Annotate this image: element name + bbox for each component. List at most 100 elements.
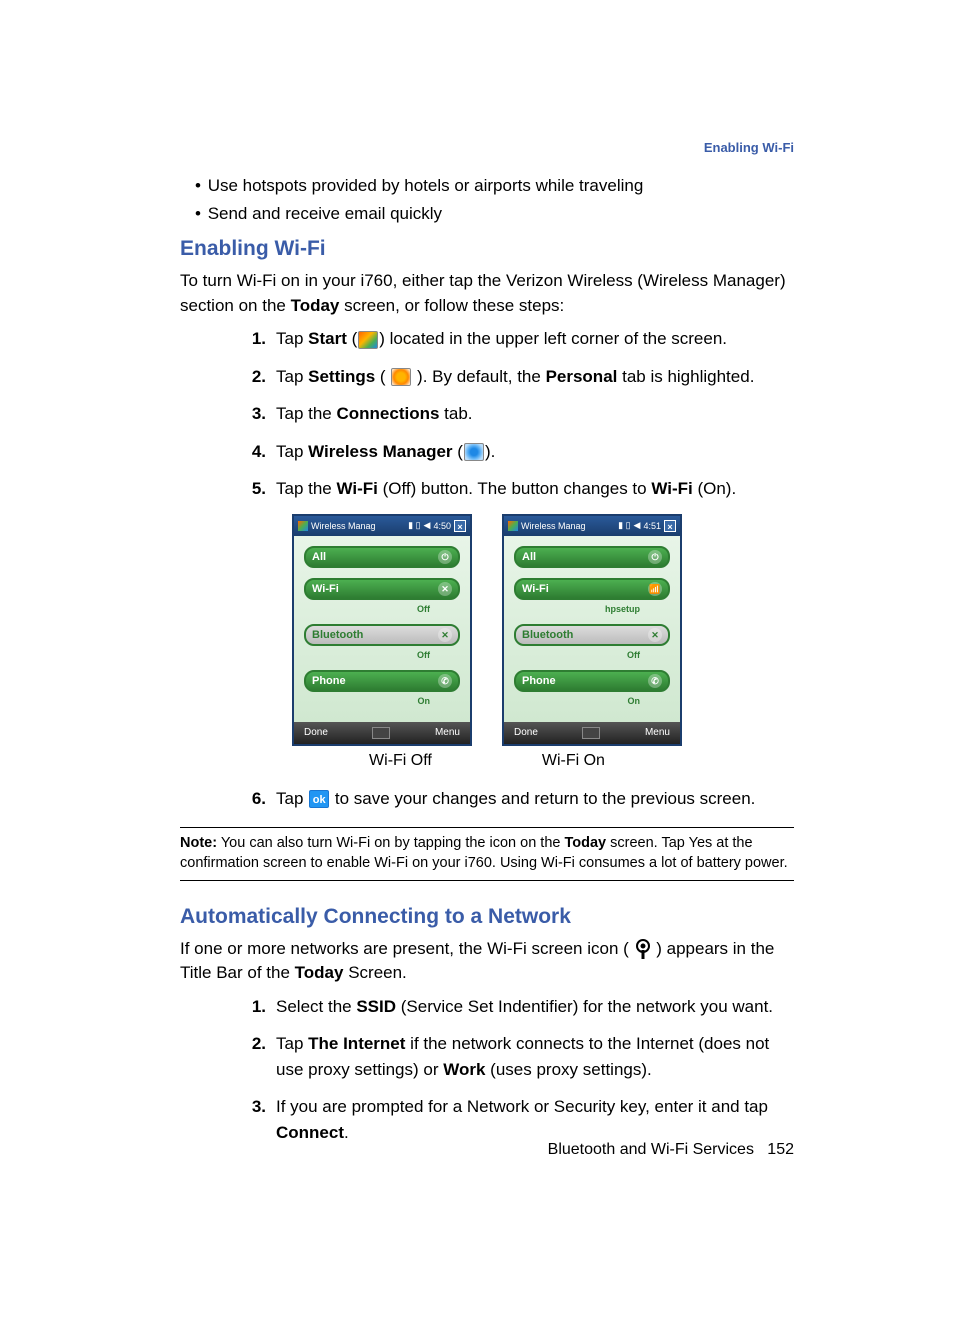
step-number: 4. bbox=[240, 439, 266, 465]
text: tab is highlighted. bbox=[617, 367, 754, 386]
label: Bluetooth bbox=[522, 629, 573, 641]
text: tab. bbox=[439, 404, 472, 423]
start-flag-icon bbox=[508, 521, 518, 531]
wifi-status: Off bbox=[304, 604, 460, 614]
text: (On). bbox=[693, 479, 736, 498]
bluetooth-button: Bluetooth✕ bbox=[514, 624, 670, 646]
start-icon bbox=[358, 331, 378, 349]
step-body: Tap the Wi-Fi (Off) button. The button c… bbox=[276, 476, 794, 502]
step: 6. Tap ok to save your changes and retur… bbox=[240, 786, 794, 812]
text: ) located in the upper left corner of th… bbox=[379, 329, 727, 348]
text: ). bbox=[485, 442, 495, 461]
text: (Service Set Indentifier) for the networ… bbox=[396, 997, 773, 1016]
text: . bbox=[344, 1123, 349, 1142]
phone-status: On bbox=[304, 696, 460, 706]
label: Wi-Fi bbox=[312, 583, 339, 595]
chapter-title: Bluetooth and Wi-Fi Services bbox=[548, 1141, 754, 1158]
phone-body: All⏻ Wi-Fi📶 hpsetup Bluetooth✕ Off Phone… bbox=[504, 536, 680, 722]
step: 2. Tap The Internet if the network conne… bbox=[240, 1031, 794, 1082]
label: Bluetooth bbox=[312, 629, 363, 641]
text: (Off) button. The button changes to bbox=[378, 479, 651, 498]
section2-intro: If one or more networks are present, the… bbox=[180, 937, 794, 986]
menu-button: Menu bbox=[435, 727, 460, 738]
text: You can also turn Wi-Fi on by tapping th… bbox=[217, 835, 564, 851]
step-number: 1. bbox=[240, 994, 266, 1020]
note-block: Note: You can also turn Wi-Fi on by tapp… bbox=[180, 827, 794, 880]
titlebar-left: Wireless Manag bbox=[298, 521, 376, 531]
settings-icon bbox=[391, 368, 411, 386]
step-body: Tap ok to save your changes and return t… bbox=[276, 786, 794, 812]
step-body: Tap Start () located in the upper left c… bbox=[276, 326, 794, 352]
page-header-label: Enabling Wi-Fi bbox=[704, 140, 794, 155]
text: Tap bbox=[276, 367, 308, 386]
step-number: 6. bbox=[240, 786, 266, 812]
bluetooth-status: Off bbox=[514, 650, 670, 660]
phone-screenshot-wifi-on: Wireless Manag ▮ ▯ ◀ 4:51 × All⏻ Wi-Fi📶 … bbox=[502, 514, 682, 746]
step-body: Tap Wireless Manager (). bbox=[276, 439, 794, 465]
phone-body: All⏻ Wi-Fi✕ Off Bluetooth✕ Off Phone✆ On bbox=[294, 536, 470, 722]
text: Screen. bbox=[343, 963, 406, 982]
phone-footer: Done Menu bbox=[504, 722, 680, 744]
phone-status: On bbox=[514, 696, 670, 706]
step-body: Tap The Internet if the network connects… bbox=[276, 1031, 794, 1082]
phone-button: Phone✆ bbox=[514, 670, 670, 692]
section1-intro: To turn Wi-Fi on in your i760, either ta… bbox=[180, 269, 794, 318]
text: ( bbox=[453, 442, 463, 461]
start-flag-icon bbox=[298, 521, 308, 531]
text-bold: Work bbox=[443, 1060, 485, 1079]
done-button: Done bbox=[514, 727, 538, 738]
step-number: 3. bbox=[240, 1094, 266, 1145]
bullet-list: Use hotspots provided by hotels or airpo… bbox=[195, 175, 794, 225]
section2-steps: 1. Select the SSID (Service Set Indentif… bbox=[240, 994, 794, 1146]
text-bold: Today bbox=[295, 963, 344, 982]
text: Tap the bbox=[276, 479, 337, 498]
step: 1. Select the SSID (Service Set Indentif… bbox=[240, 994, 794, 1020]
titlebar-text: Wireless Manag bbox=[521, 521, 586, 531]
text-bold: The Internet bbox=[308, 1034, 405, 1053]
step: 2. Tap Settings ( ). By default, the Per… bbox=[240, 364, 794, 390]
phone-icon: ✆ bbox=[438, 674, 452, 688]
text: screen, or follow these steps: bbox=[339, 296, 564, 315]
step: 1. Tap Start () located in the upper lef… bbox=[240, 326, 794, 352]
signal-icon: ▮ ▯ bbox=[618, 520, 630, 531]
label: Phone bbox=[522, 675, 556, 687]
wifi-status: hpsetup bbox=[514, 604, 670, 614]
caption-wifi-off: Wi-Fi Off bbox=[369, 752, 432, 770]
text-bold: Wi-Fi bbox=[337, 479, 378, 498]
close-icon: × bbox=[454, 520, 466, 532]
bluetooth-status: Off bbox=[304, 650, 460, 660]
step: 3. Tap the Connections tab. bbox=[240, 401, 794, 427]
section1-steps: 1. Tap Start () located in the upper lef… bbox=[240, 326, 794, 502]
wifi-on-icon: 📶 bbox=[648, 582, 662, 596]
keyboard-icon bbox=[582, 727, 600, 739]
all-button: All⏻ bbox=[304, 546, 460, 568]
phone-screenshot-wifi-off: Wireless Manag ▮ ▯ ◀ 4:50 × All⏻ Wi-Fi✕ … bbox=[292, 514, 472, 746]
bullet-item: Send and receive email quickly bbox=[195, 203, 794, 225]
done-button: Done bbox=[304, 727, 328, 738]
keyboard-icon bbox=[372, 727, 390, 739]
label: All bbox=[312, 551, 326, 563]
step: 4. Tap Wireless Manager (). bbox=[240, 439, 794, 465]
bullet-item: Use hotspots provided by hotels or airpo… bbox=[195, 175, 794, 197]
text: Tap bbox=[276, 1034, 308, 1053]
step-body: If you are prompted for a Network or Sec… bbox=[276, 1094, 794, 1145]
section-heading-enabling-wifi: Enabling Wi-Fi bbox=[180, 237, 794, 261]
note-label: Note: bbox=[180, 835, 217, 851]
step-body: Tap Settings ( ). By default, the Person… bbox=[276, 364, 794, 390]
titlebar-right: ▮ ▯ ◀ 4:50 × bbox=[408, 520, 466, 532]
phone-titlebar: Wireless Manag ▮ ▯ ◀ 4:51 × bbox=[504, 516, 680, 536]
volume-icon: ◀ bbox=[424, 520, 431, 531]
text-bold: Personal bbox=[546, 367, 618, 386]
page-number: 152 bbox=[767, 1141, 794, 1158]
all-button: All⏻ bbox=[514, 546, 670, 568]
step-number: 3. bbox=[240, 401, 266, 427]
titlebar-right: ▮ ▯ ◀ 4:51 × bbox=[618, 520, 676, 532]
text-bold: Today bbox=[291, 296, 340, 315]
step-body: Tap the Connections tab. bbox=[276, 401, 794, 427]
text: (uses proxy settings). bbox=[485, 1060, 651, 1079]
text-bold: Wireless Manager bbox=[308, 442, 452, 461]
text: Tap bbox=[276, 329, 308, 348]
text: If one or more networks are present, the… bbox=[180, 939, 634, 958]
text: ( bbox=[347, 329, 357, 348]
time-text: 4:51 bbox=[643, 521, 661, 531]
